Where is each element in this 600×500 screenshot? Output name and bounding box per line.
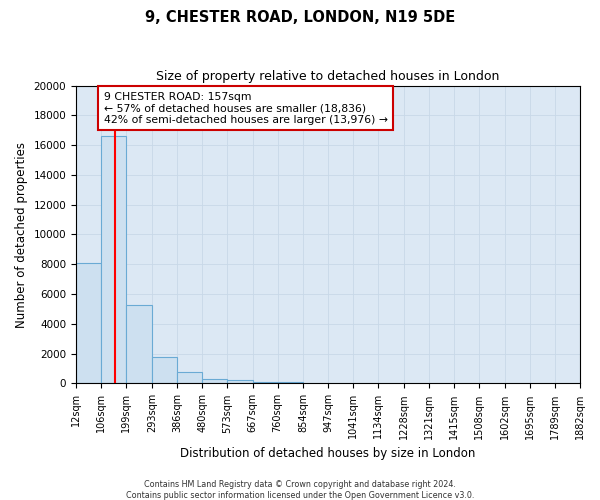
Bar <box>278 382 303 384</box>
Bar <box>227 380 253 384</box>
Bar <box>202 379 227 384</box>
X-axis label: Distribution of detached houses by size in London: Distribution of detached houses by size … <box>181 447 476 460</box>
Bar <box>177 372 202 384</box>
Text: Contains HM Land Registry data © Crown copyright and database right 2024.
Contai: Contains HM Land Registry data © Crown c… <box>126 480 474 500</box>
Bar <box>101 136 127 384</box>
Text: 9 CHESTER ROAD: 157sqm
← 57% of detached houses are smaller (18,836)
42% of semi: 9 CHESTER ROAD: 157sqm ← 57% of detached… <box>104 92 388 124</box>
Title: Size of property relative to detached houses in London: Size of property relative to detached ho… <box>157 70 500 83</box>
Bar <box>76 263 101 384</box>
Y-axis label: Number of detached properties: Number of detached properties <box>15 142 28 328</box>
Bar <box>253 382 278 384</box>
Text: 9, CHESTER ROAD, LONDON, N19 5DE: 9, CHESTER ROAD, LONDON, N19 5DE <box>145 10 455 25</box>
Bar <box>152 356 177 384</box>
Bar <box>127 304 152 384</box>
